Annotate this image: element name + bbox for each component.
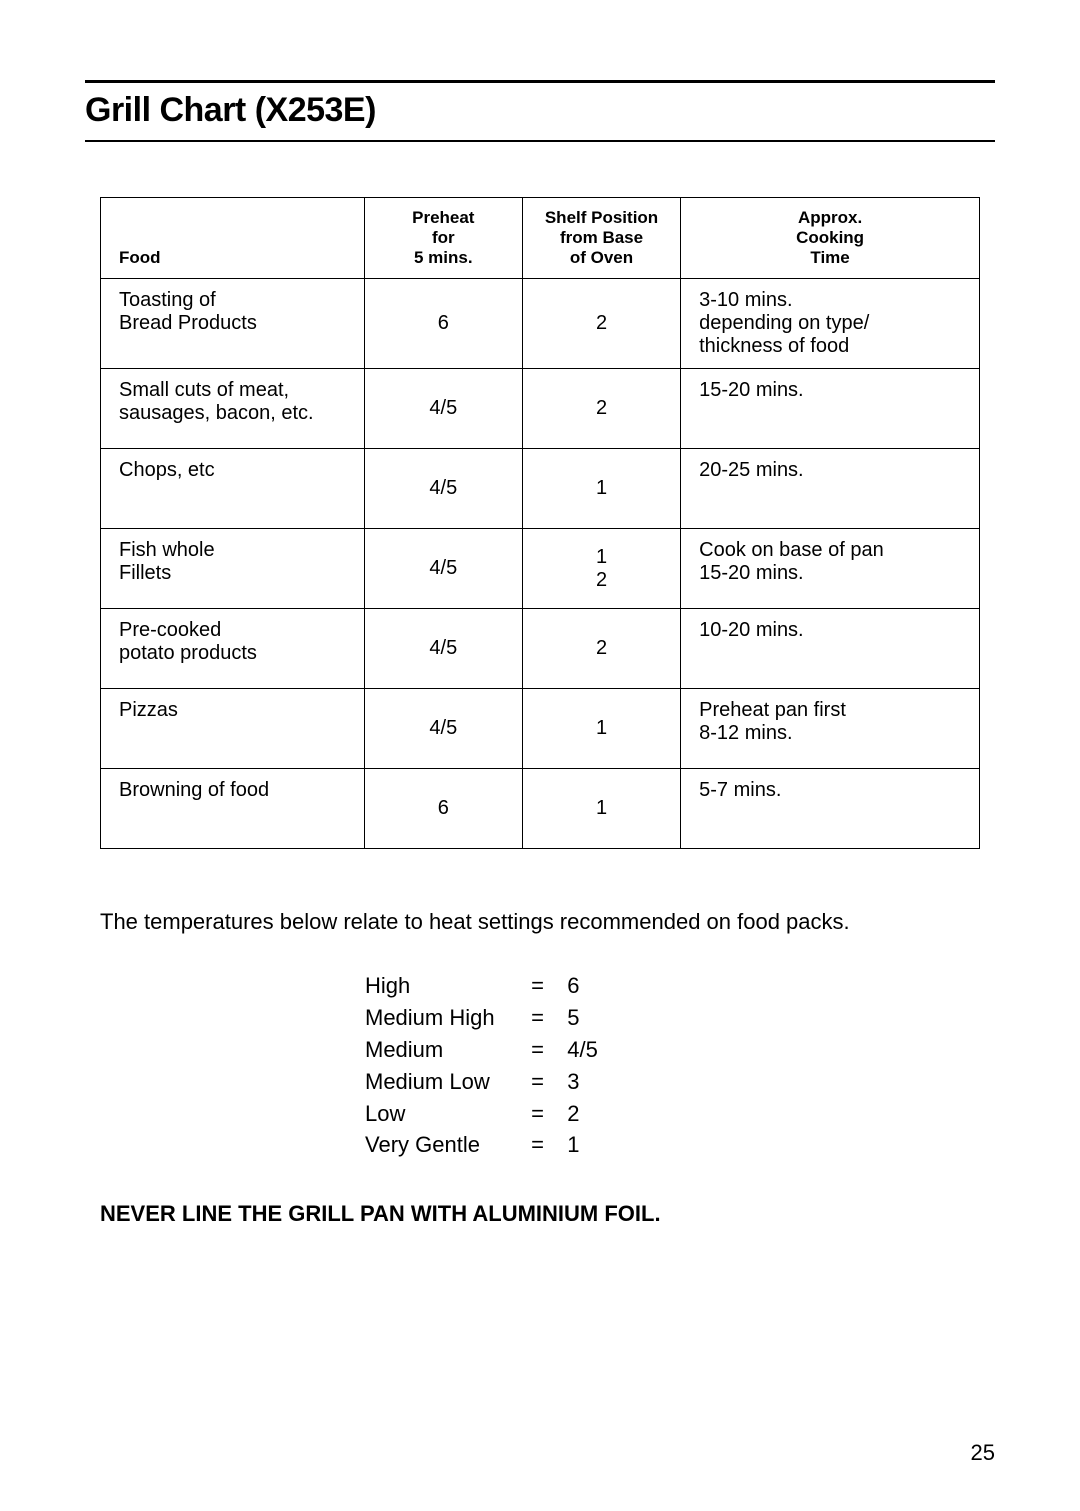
header-food: Food bbox=[101, 198, 365, 279]
heat-value: 5 bbox=[567, 1002, 579, 1034]
header-time: Approx. Cooking Time bbox=[681, 198, 980, 279]
intro-paragraph: The temperatures below relate to heat se… bbox=[100, 909, 980, 935]
heat-equals: = bbox=[531, 1034, 561, 1066]
cell-shelf: 2 bbox=[522, 609, 680, 689]
cell-shelf: 1 bbox=[522, 449, 680, 529]
heat-setting-row: Low = 2 bbox=[365, 1098, 995, 1130]
heat-value: 4/5 bbox=[567, 1034, 598, 1066]
heat-value: 2 bbox=[567, 1098, 579, 1130]
heat-value: 6 bbox=[567, 970, 579, 1002]
cell-time: Preheat pan first 8-12 mins. bbox=[681, 689, 980, 769]
table-row: Pre-cooked potato products 4/5 2 10-20 m… bbox=[101, 609, 980, 689]
grill-chart-table: Food Preheat for 5 mins. Shelf Position … bbox=[100, 197, 980, 849]
cell-time: 20-25 mins. bbox=[681, 449, 980, 529]
table-row: Chops, etc 4/5 1 20-25 mins. bbox=[101, 449, 980, 529]
heat-equals: = bbox=[531, 1098, 561, 1130]
cell-time: 3-10 mins. depending on type/ thickness … bbox=[681, 279, 980, 369]
heat-label: Medium Low bbox=[365, 1066, 525, 1098]
cell-time: Cook on base of pan 15-20 mins. bbox=[681, 529, 980, 609]
title-section: Grill Chart (X253E) bbox=[85, 80, 995, 142]
cell-shelf: 2 bbox=[522, 279, 680, 369]
cell-food: Pre-cooked potato products bbox=[101, 609, 365, 689]
cell-time: 15-20 mins. bbox=[681, 369, 980, 449]
table-body: Toasting of Bread Products 6 2 3-10 mins… bbox=[101, 279, 980, 849]
cell-preheat: 6 bbox=[364, 279, 522, 369]
cell-food: Fish whole Fillets bbox=[101, 529, 365, 609]
cell-shelf: 1 bbox=[522, 689, 680, 769]
table-row: Pizzas 4/5 1 Preheat pan first 8-12 mins… bbox=[101, 689, 980, 769]
heat-label: Low bbox=[365, 1098, 525, 1130]
heat-settings-list: High = 6 Medium High = 5 Medium = 4/5 Me… bbox=[365, 970, 995, 1161]
cell-preheat: 4/5 bbox=[364, 369, 522, 449]
cell-preheat: 4/5 bbox=[364, 689, 522, 769]
cell-food: Browning of food bbox=[101, 769, 365, 849]
cell-shelf: 1 bbox=[522, 769, 680, 849]
heat-setting-row: Medium = 4/5 bbox=[365, 1034, 995, 1066]
page-title: Grill Chart (X253E) bbox=[85, 91, 995, 130]
heat-setting-row: High = 6 bbox=[365, 970, 995, 1002]
table-row: Toasting of Bread Products 6 2 3-10 mins… bbox=[101, 279, 980, 369]
page-number: 25 bbox=[971, 1440, 995, 1466]
table-row: Browning of food 6 1 5-7 mins. bbox=[101, 769, 980, 849]
cell-food: Small cuts of meat, sausages, bacon, etc… bbox=[101, 369, 365, 449]
cell-shelf: 2 bbox=[522, 369, 680, 449]
heat-equals: = bbox=[531, 1129, 561, 1161]
header-shelf: Shelf Position from Base of Oven bbox=[522, 198, 680, 279]
cell-preheat: 4/5 bbox=[364, 529, 522, 609]
table-row: Small cuts of meat, sausages, bacon, etc… bbox=[101, 369, 980, 449]
heat-setting-row: Very Gentle = 1 bbox=[365, 1129, 995, 1161]
heat-setting-row: Medium Low = 3 bbox=[365, 1066, 995, 1098]
header-preheat: Preheat for 5 mins. bbox=[364, 198, 522, 279]
heat-equals: = bbox=[531, 970, 561, 1002]
table-header-row: Food Preheat for 5 mins. Shelf Position … bbox=[101, 198, 980, 279]
cell-food: Toasting of Bread Products bbox=[101, 279, 365, 369]
cell-time: 5-7 mins. bbox=[681, 769, 980, 849]
table-row: Fish whole Fillets 4/5 1 2 Cook on base … bbox=[101, 529, 980, 609]
heat-setting-row: Medium High = 5 bbox=[365, 1002, 995, 1034]
cell-food: Chops, etc bbox=[101, 449, 365, 529]
heat-value: 3 bbox=[567, 1066, 579, 1098]
cell-shelf: 1 2 bbox=[522, 529, 680, 609]
heat-label: Medium bbox=[365, 1034, 525, 1066]
heat-value: 1 bbox=[567, 1129, 579, 1161]
cell-preheat: 4/5 bbox=[364, 609, 522, 689]
heat-equals: = bbox=[531, 1002, 561, 1034]
heat-label: Medium High bbox=[365, 1002, 525, 1034]
cell-food: Pizzas bbox=[101, 689, 365, 769]
warning-text: NEVER LINE THE GRILL PAN WITH ALUMINIUM … bbox=[100, 1201, 980, 1227]
cell-preheat: 4/5 bbox=[364, 449, 522, 529]
heat-label: Very Gentle bbox=[365, 1129, 525, 1161]
heat-equals: = bbox=[531, 1066, 561, 1098]
cell-preheat: 6 bbox=[364, 769, 522, 849]
heat-label: High bbox=[365, 970, 525, 1002]
cell-time: 10-20 mins. bbox=[681, 609, 980, 689]
